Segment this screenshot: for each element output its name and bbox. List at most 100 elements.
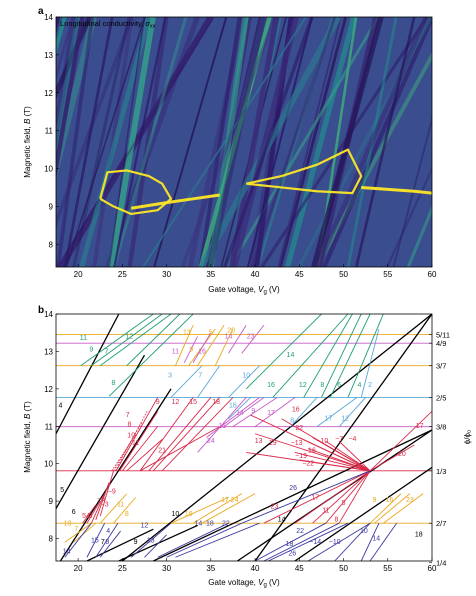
- fan-line: [263, 522, 340, 561]
- dotted-fan-line: [114, 411, 148, 472]
- fan-line: [369, 444, 415, 472]
- fan-line: [130, 522, 172, 558]
- fan-line: [175, 522, 260, 558]
- fan-line: [201, 493, 256, 524]
- heatmap-streak: [142, 17, 307, 267]
- fan-line-label: −14: [309, 539, 321, 546]
- fan-line-label: 22: [295, 425, 303, 432]
- heatmap-streak: [56, 17, 92, 100]
- fan-line: [99, 493, 128, 524]
- panel-b-ytick-label: 14: [44, 310, 53, 319]
- panel-a-heatmap: [56, 17, 473, 267]
- fan-line: [334, 522, 371, 561]
- fan-line-label: 16: [386, 497, 394, 504]
- fan-line: [374, 493, 411, 524]
- fan-line: [294, 466, 432, 561]
- fan-line: [122, 425, 159, 472]
- heatmap-bright-band: [361, 185, 432, 195]
- panel-a-xtick-label: 50: [339, 270, 348, 279]
- heatmap-streak: [256, 17, 334, 267]
- fan-line: [197, 397, 247, 453]
- fan-line-label: 5: [209, 330, 213, 337]
- heatmap-streak: [207, 17, 249, 267]
- fan-line-label: 17: [267, 410, 275, 417]
- fan-line-label: 16: [267, 382, 275, 389]
- panel-b-xtick-label: 25: [118, 564, 127, 573]
- heatmap-streak: [79, 17, 152, 267]
- heatmap-streak: [56, 17, 134, 229]
- fan-line: [223, 397, 265, 428]
- fan-line: [86, 522, 106, 558]
- panel-b-xtick-label: 40: [251, 564, 260, 573]
- heatmap-streak: [285, 17, 357, 267]
- fan-line: [383, 493, 424, 524]
- heatmap-streak: [58, 17, 214, 267]
- fan-line-label: 20: [398, 451, 406, 458]
- fan-line: [272, 314, 349, 398]
- heatmap-streak: [113, 17, 167, 267]
- fan-line-label: −4: [348, 436, 356, 443]
- panel-b-right-axis: 5/114/9 3/7 2/5 3/8 1/3 2/7 1/4: [429, 331, 450, 567]
- heatmap-streak: [206, 17, 266, 267]
- fan-line-label: 14: [287, 352, 295, 359]
- fan-line: [170, 365, 203, 398]
- panel-b-frame: [55, 313, 433, 562]
- fan-line: [268, 522, 349, 561]
- fan-line-label: 26: [289, 485, 297, 492]
- fan-line-label: 17: [311, 494, 319, 501]
- fan-line-label: 19: [269, 440, 277, 447]
- fan-line: [290, 397, 318, 427]
- panel-b-xtick-label: 45: [295, 564, 304, 573]
- heatmap-bright-features: [99, 148, 432, 216]
- heatmap-streak: [198, 17, 242, 267]
- fan-line-label: 22: [222, 520, 230, 527]
- fan-line-label: 11: [117, 502, 124, 509]
- fan-line-label: 16: [198, 348, 206, 355]
- fan-line-label: 8: [112, 380, 116, 387]
- fan-line: [321, 314, 362, 398]
- fan-line: [254, 314, 432, 561]
- fan-line-label: 7: [74, 526, 78, 533]
- fan-line: [157, 522, 229, 558]
- fan-line-label: 3: [89, 513, 93, 520]
- fan-line-label: 14: [63, 549, 71, 556]
- fan-line-label: 9: [189, 346, 193, 353]
- heatmap-streak: [56, 17, 78, 151]
- fan-line: [139, 426, 220, 472]
- fan-line: [64, 522, 92, 558]
- fan-line-label: −6: [97, 496, 105, 503]
- fan-line: [338, 470, 371, 524]
- fan-line: [232, 397, 278, 428]
- fan-line-label: 14: [278, 517, 286, 524]
- fan-line: [64, 522, 92, 543]
- fan-line-label: −10: [316, 438, 328, 445]
- fan-line: [347, 314, 384, 398]
- fan-line: [214, 328, 234, 366]
- fan-line-label: 5: [342, 500, 346, 507]
- fan-line-label: 8: [290, 418, 294, 425]
- dotted-fan-line: [111, 433, 137, 472]
- fan-line: [139, 397, 194, 472]
- heatmap-streak: [279, 17, 348, 267]
- fan-line-label: 12: [126, 333, 134, 340]
- fan-line-label: 6: [337, 382, 341, 389]
- heatmap-streak: [231, 17, 299, 267]
- right-axis-tick-label: 3/8: [436, 423, 446, 432]
- fan-line-label: 24: [207, 438, 215, 445]
- fan-line: [325, 470, 371, 524]
- fan-line-label: 13: [183, 330, 191, 337]
- panel-b-ytick-label: 12: [44, 385, 53, 394]
- panel-a-xlabel: Gate voltage, Vg (V): [208, 285, 280, 296]
- fan-line: [228, 324, 247, 354]
- heatmap-streak: [438, 17, 473, 267]
- fan-line-label: −13: [291, 440, 303, 447]
- fan-line: [121, 314, 432, 561]
- fan-line: [294, 470, 371, 524]
- panel-b-xlabel: Gate voltage, Vg (V): [208, 578, 280, 589]
- heatmap-bright-band: [130, 193, 220, 210]
- fan-line: [80, 314, 154, 367]
- fan-line-label: 11: [132, 440, 139, 447]
- fan-line-label: 17: [325, 416, 333, 423]
